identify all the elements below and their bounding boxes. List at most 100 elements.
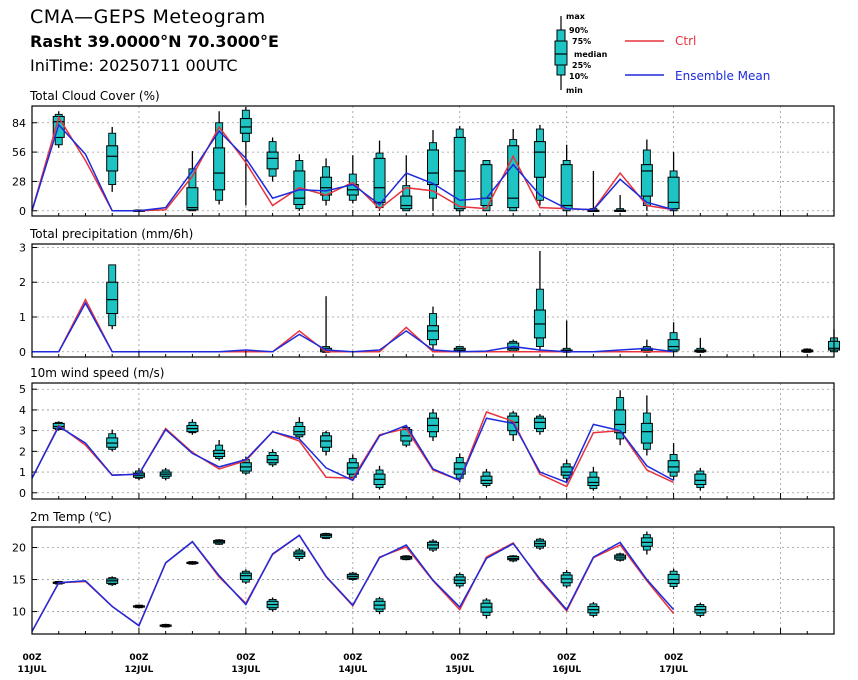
ensemble-box [480,468,493,488]
ensemble-box [106,264,119,330]
x-tick-label-bottom: 12JUL [124,665,153,675]
ensemble-box [667,568,680,590]
ensemble-box [320,158,333,206]
ensemble-box [694,467,707,491]
panel-4: 2m Temp (℃) 10 15 20 [12,510,835,635]
key-label-p75: 75% [572,37,591,46]
y-tick-label: 3 [19,241,26,254]
key-label-p10: 10% [569,72,588,81]
ensemble-box [667,443,680,481]
ensemble-box [640,139,653,211]
ensemble-box [346,571,359,581]
ensemble-box [293,154,306,211]
ensemble-box [106,126,119,192]
ensemble-box [453,125,466,212]
ensemble-box [346,454,359,481]
ensemble-box [266,597,279,612]
x-tick-label-top: 00Z [557,653,577,663]
ensemble-box [427,408,439,441]
y-tick-label: 3 [19,425,26,438]
ensemble-box [533,537,546,551]
x-tick-label-bottom: 14JUL [338,665,367,675]
x-tick-label-top: 00Z [343,653,363,663]
ensemble-box [533,414,546,435]
ensemble-box [320,296,333,353]
key-label-min: min [566,86,583,95]
ensemble-box [480,160,493,212]
ensemble-box [640,395,653,456]
ensemble-box [507,555,520,563]
ensemble-box [614,195,627,212]
ensemble-box [159,467,172,481]
ensemble-mean-line [31,534,675,632]
ensemble-box [801,348,814,353]
ensemble-box [560,569,573,588]
ensemble-box [587,601,600,618]
ensemble-box [106,576,119,586]
ensemble-box [186,419,199,435]
ensemble-mean-line [31,417,674,484]
init-time-label: IniTime: 20250711 00UTC [30,56,238,75]
key-label-p25: 25% [572,61,591,70]
y-tick-label: 0 [19,487,26,500]
legend: Ctrl Ensemble Mean [625,34,770,83]
ensemble-box [186,560,199,565]
ensemble-box [614,390,627,446]
ensemble-box [266,449,279,467]
ensemble-box [533,250,546,352]
ensemble-box [266,137,279,182]
y-tick-label: 2 [19,276,26,289]
ensemble-box [320,430,333,456]
x-axis-labels: 00Z 11JUL 00Z 12JUL 00Z 13JUL 00Z 14JUL 00Z 15JUL… [18,653,689,675]
x-tick-label-bottom: 17JUL [659,665,688,675]
x-tick-label-bottom: 16JUL [552,665,581,675]
ensemble-box [239,107,252,206]
chart-title: CMA—GEPS Meteogram [30,6,266,28]
ensemble-box [373,596,386,615]
ensemble-box [239,569,252,585]
x-tick-label-top: 00Z [664,653,684,663]
panels: Total Cloud Cover (%) 0 28 56 84 Total precip… [12,89,840,675]
x-tick-label-bottom: 13JUL [231,665,260,675]
x-tick-label-bottom: 15JUL [445,665,474,675]
ensemble-box [373,465,386,490]
ensemble-box [400,555,413,561]
ensemble-box [480,598,493,619]
ensemble-box [694,337,707,353]
y-tick-label: 15 [12,574,26,587]
ensemble-box [106,429,119,452]
y-tick-label: 84 [12,117,26,130]
y-tick-label: 56 [12,146,26,159]
ensemble-box [453,572,466,588]
ensemble-box [640,339,653,353]
ensemble-box [346,155,359,204]
x-tick-label-top: 00Z [236,653,256,663]
ensemble-box [427,130,439,211]
ensemble-box [293,548,306,561]
x-tick-label-top: 00Z [450,653,470,663]
y-tick-label: 2 [19,445,26,458]
location-label: Rasht 39.0000°N 70.3000°E [30,32,279,51]
y-tick-label: 0 [19,346,26,359]
y-tick-label: 5 [19,383,26,396]
ensemble-box [400,155,413,212]
x-tick-label-top: 00Z [22,653,42,663]
ensemble-box [587,466,600,491]
ensemble-box [213,439,226,461]
ensemble-box [186,151,199,212]
panel-1: Total Cloud Cover (%) 0 28 56 84 [12,89,835,218]
ensemble-box [132,467,145,481]
ensemble-box [507,410,520,441]
y-tick-label: 1 [19,311,26,324]
ensemble-box [320,532,333,540]
ensemble-box [159,623,172,628]
key-label-median: median [574,50,608,59]
y-tick-label: 4 [19,404,26,417]
y-tick-label: 20 [12,542,26,555]
panel-title: 10m wind speed (m/s) [30,366,164,380]
ensemble-box [213,539,226,545]
key-label-p90: 90% [569,26,588,35]
ensemble-box [533,124,546,206]
